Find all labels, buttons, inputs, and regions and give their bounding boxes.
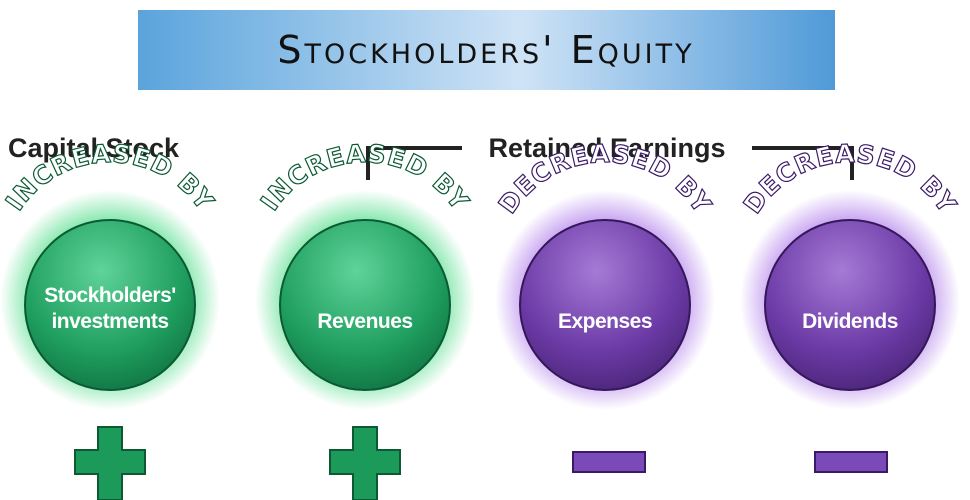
ball-label: Expenses: [558, 310, 652, 333]
diagram: Stockholders' Equity Capital Stock Retai…: [0, 0, 970, 500]
plus-sign: [75, 427, 145, 500]
ball-label-line: Stockholders': [44, 284, 176, 307]
ball-label: Revenues: [317, 310, 412, 333]
title: Stockholders' Equity: [277, 28, 694, 72]
ball-label-line: investments: [51, 310, 168, 333]
ball: [765, 220, 935, 390]
minus-sign: [573, 452, 645, 472]
minus-sign: [815, 452, 887, 472]
plus-sign: [330, 427, 400, 500]
ball: [520, 220, 690, 390]
ball: [280, 220, 450, 390]
ball-label: Dividends: [802, 310, 898, 333]
